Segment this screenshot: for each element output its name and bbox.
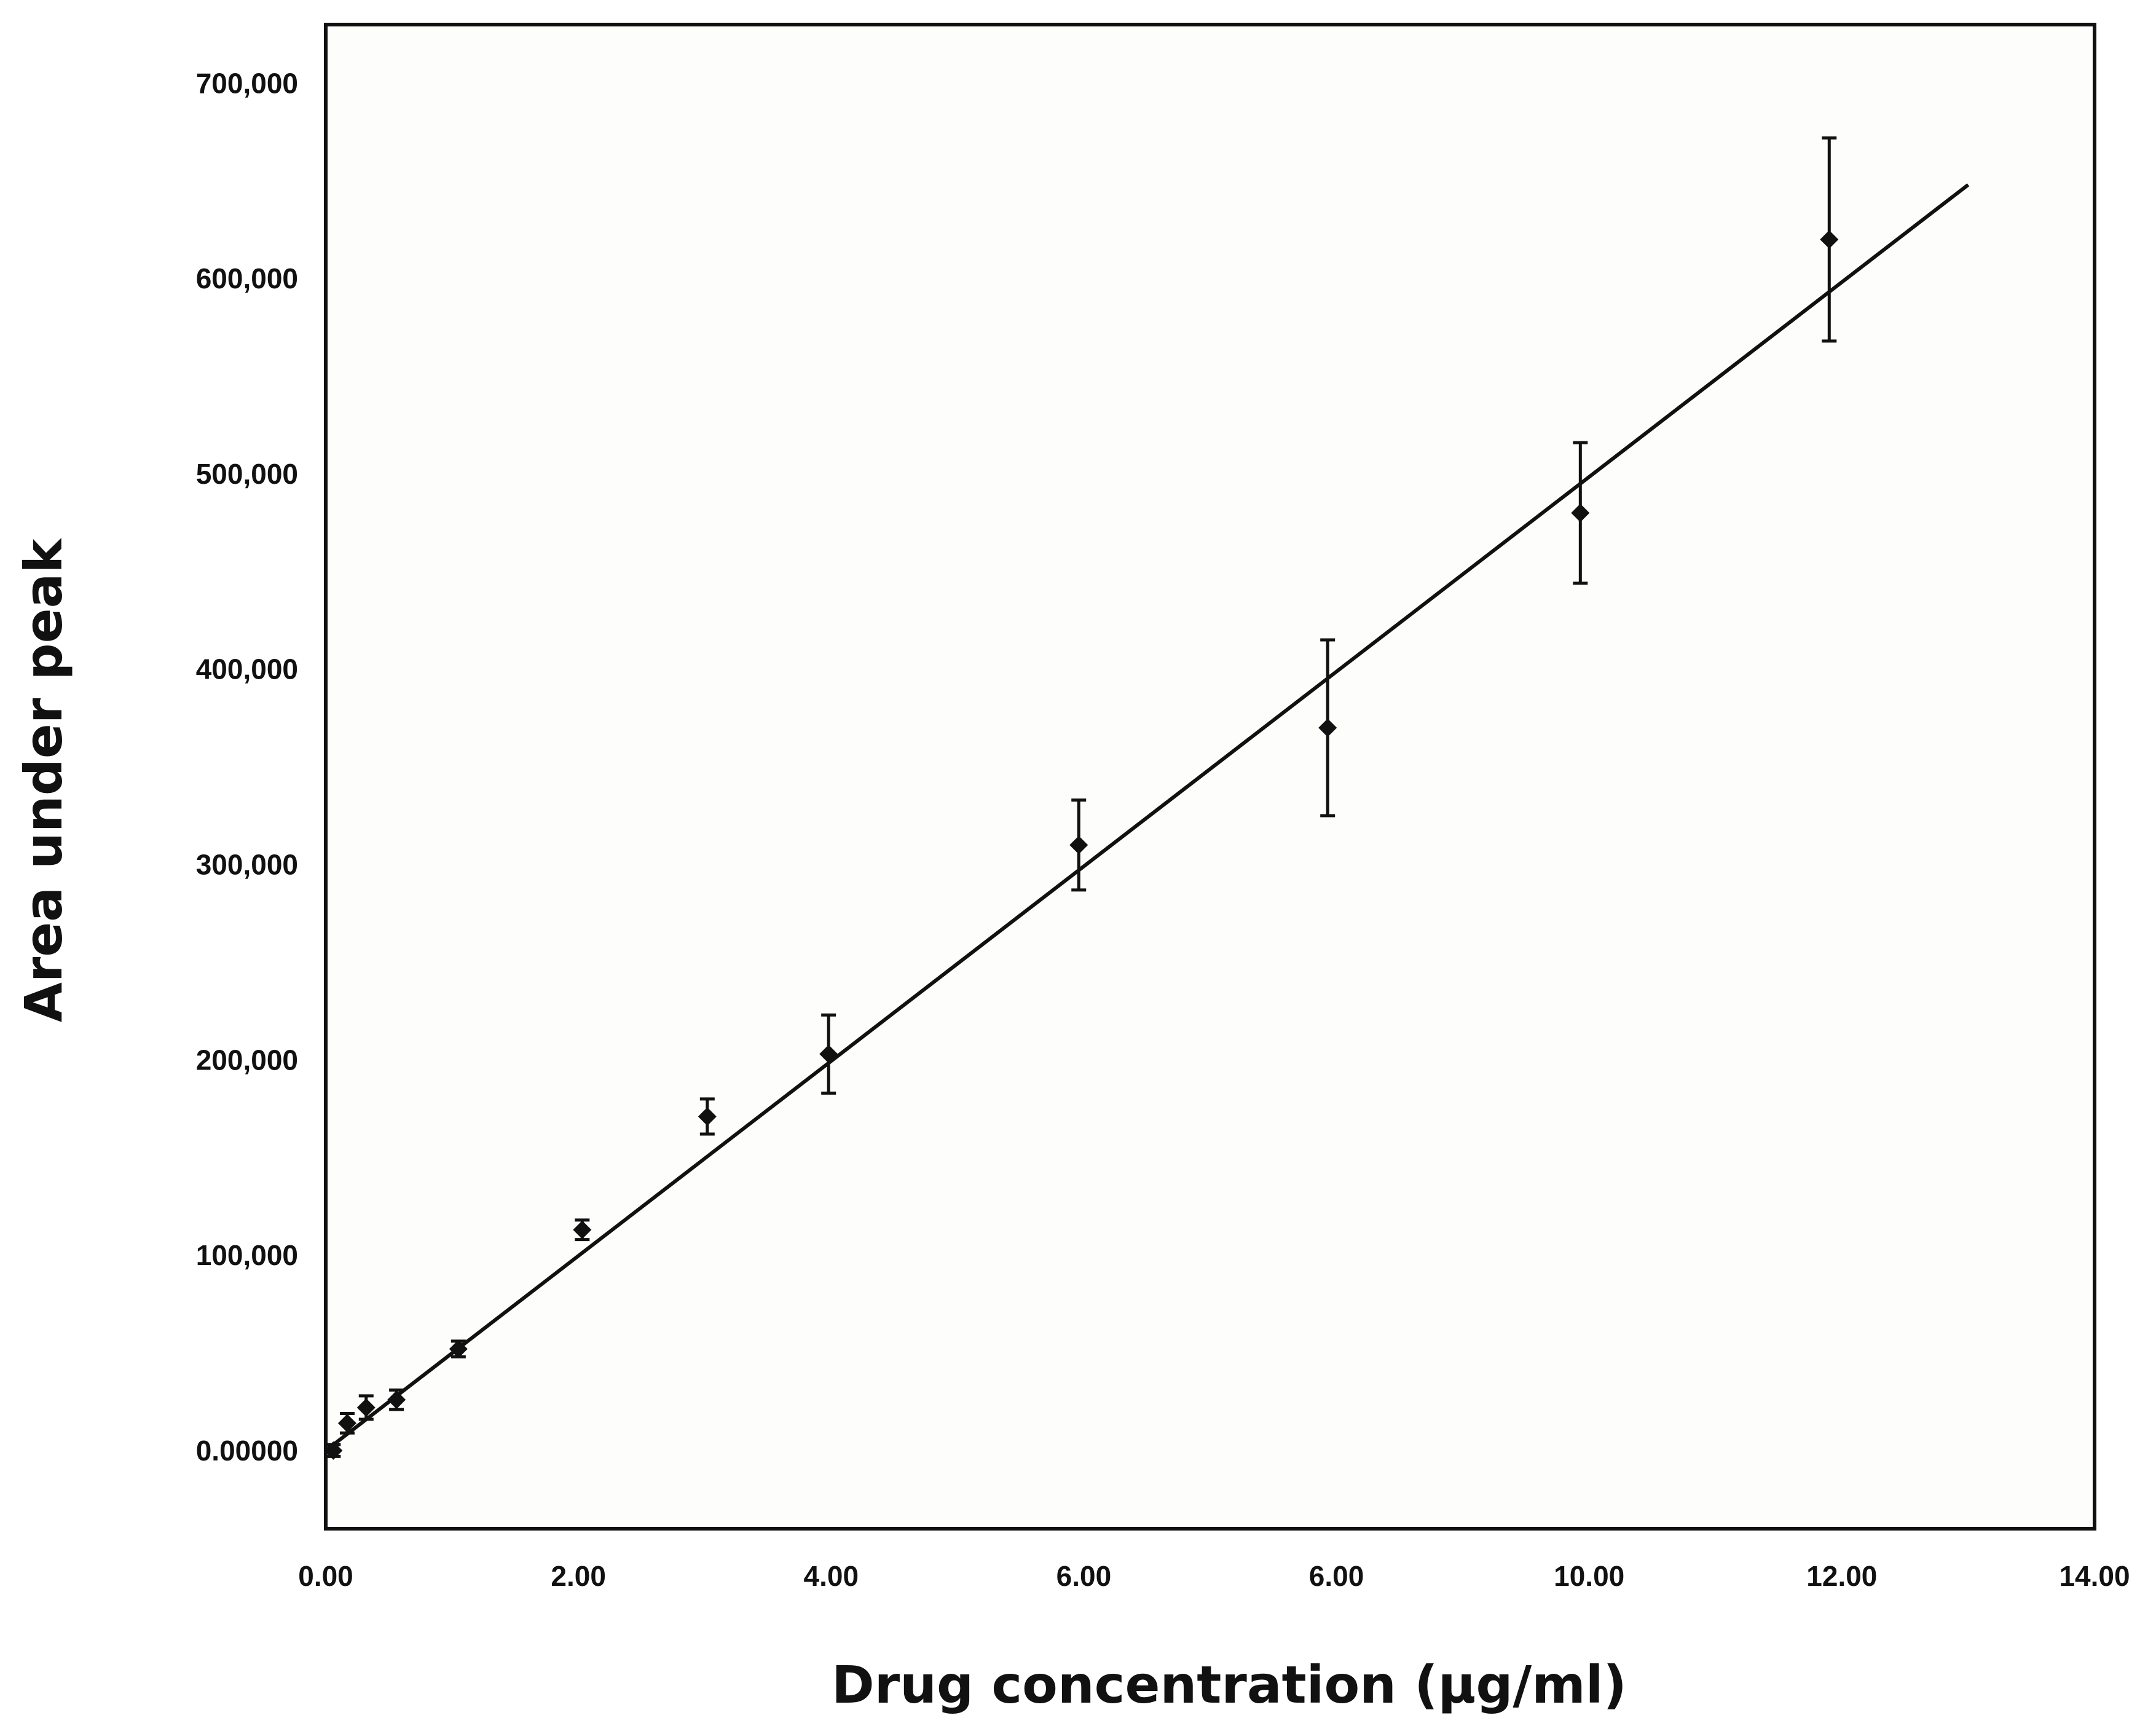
y-axis-ticks: 0.00000 100,000 200,000 300,000 400,000 500,0… xyxy=(196,67,298,1467)
x-tick-label: 14.00 xyxy=(2059,1560,2130,1592)
data-point xyxy=(573,1218,592,1242)
y-tick-label: 300,000 xyxy=(196,849,298,881)
y-tick-label: 200,000 xyxy=(196,1044,298,1076)
diamond-marker xyxy=(449,1339,468,1358)
x-tick-label: 0.00 xyxy=(298,1560,353,1592)
data-point xyxy=(1820,136,1839,343)
diamond-marker xyxy=(573,1220,592,1239)
data-point xyxy=(356,1394,376,1421)
data-point xyxy=(819,1013,838,1095)
diamond-marker xyxy=(337,1414,356,1433)
x-axis-title: Drug concentration (µg/ml) xyxy=(832,1655,1627,1715)
diamond-marker xyxy=(1820,230,1839,249)
data-point xyxy=(337,1412,356,1435)
data-point xyxy=(1318,638,1337,818)
data-point xyxy=(449,1339,468,1358)
diamond-marker xyxy=(1571,503,1590,522)
data-point xyxy=(324,1441,343,1460)
x-tick-label: 6.00 xyxy=(1309,1560,1364,1592)
fit-line-layer xyxy=(325,183,1970,1452)
data-point xyxy=(698,1097,717,1136)
data-point xyxy=(1069,798,1088,892)
y-tick-label: 600,000 xyxy=(196,262,298,294)
linear-fit-line xyxy=(325,183,1970,1452)
diamond-marker xyxy=(324,1441,343,1460)
x-tick-label: 2.00 xyxy=(551,1560,606,1592)
diamond-marker xyxy=(1318,719,1337,738)
diamond-marker xyxy=(819,1044,838,1063)
diamond-marker xyxy=(698,1107,717,1126)
x-tick-label: 10.00 xyxy=(1554,1560,1624,1592)
diamond-marker xyxy=(1069,835,1088,854)
y-axis-title: Area under peak xyxy=(14,538,74,1022)
y-tick-label: 500,000 xyxy=(196,458,298,490)
data-point xyxy=(387,1388,406,1411)
y-tick-label: 100,000 xyxy=(196,1239,298,1271)
y-tick-label: 700,000 xyxy=(196,67,298,99)
x-axis-ticks: 0.00 2.00 4.00 6.00 6.00 10.00 12.00 14.00 xyxy=(298,1560,2130,1592)
y-tick-label: 400,000 xyxy=(196,653,298,685)
plot-frame xyxy=(324,23,2096,1531)
diamond-marker xyxy=(387,1390,406,1409)
x-tick-label: 6.00 xyxy=(1056,1560,1112,1592)
diamond-marker xyxy=(356,1398,376,1417)
x-tick-label: 12.00 xyxy=(1806,1560,1877,1592)
x-tick-label: 4.00 xyxy=(804,1560,859,1592)
data-points-layer xyxy=(324,136,1839,1460)
y-tick-label: 0.00000 xyxy=(196,1435,298,1467)
data-point xyxy=(1571,441,1590,585)
